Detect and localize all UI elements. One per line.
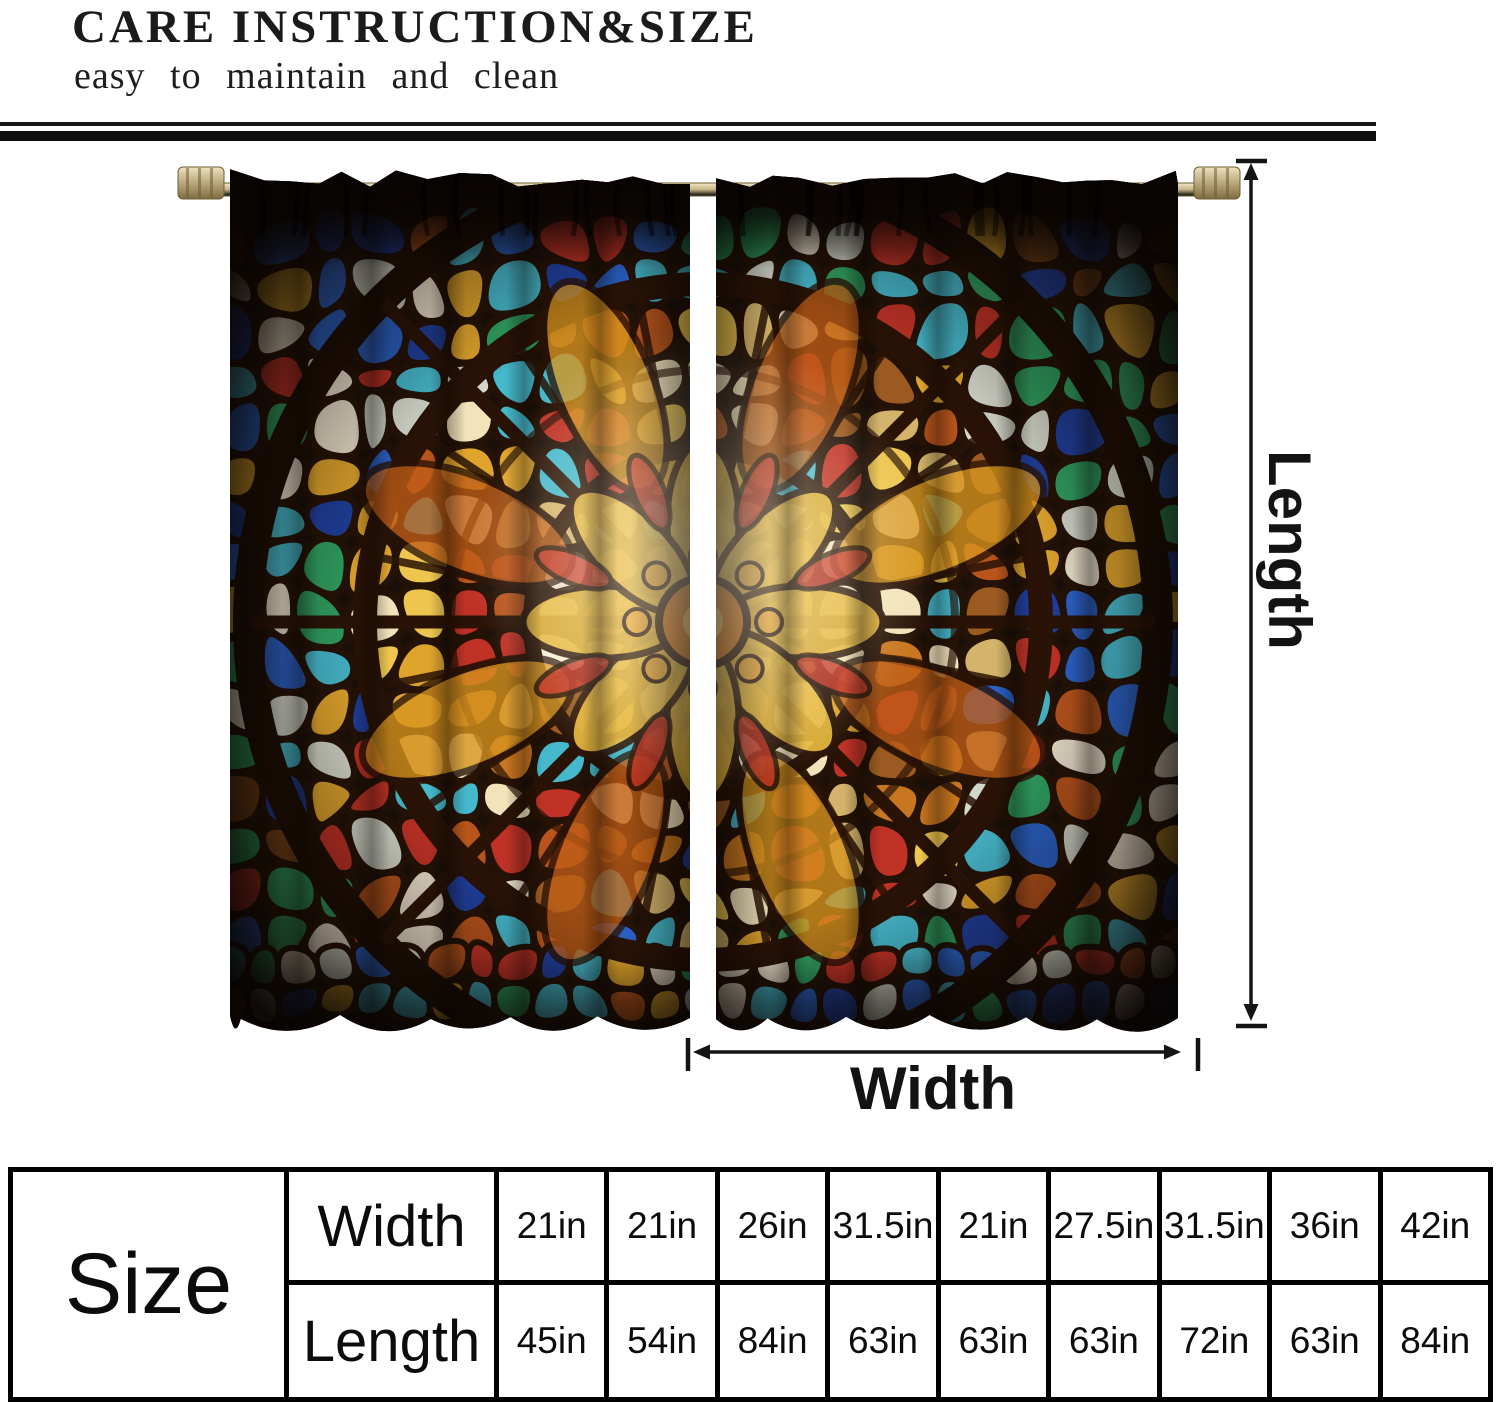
length-value-cell: 84in [714,1280,831,1402]
page-title: CARE INSTRUCTION&SIZE [72,1,758,53]
curtain-product-image [177,158,1267,1071]
width-value-cell: 26in [714,1167,831,1285]
length-row-header: Length [284,1280,499,1402]
length-value-cell: 63in [1267,1280,1383,1402]
length-value-cell: 72in [1156,1280,1273,1402]
length-dimension-arrow [1236,158,1267,1029]
width-value-cell: 31.5in [1156,1167,1273,1285]
length-value-cell: 63in [935,1280,1052,1402]
divider-thick [0,131,1376,141]
width-value-cell: 31.5in [825,1167,941,1285]
width-dimension-arrow [685,1038,1201,1071]
length-value-cell: 84in [1377,1280,1493,1402]
width-value-cell: 21in [493,1167,610,1285]
width-label: Width [849,1055,1017,1122]
length-value-cell: 63in [1046,1280,1162,1402]
width-value-cell: 42in [1377,1167,1493,1285]
width-value-cell: 36in [1267,1167,1383,1285]
size-corner-cell: Size [8,1167,289,1402]
size-table: Size Width 21in 21in 26in 31.5in 21in 27… [8,1167,1493,1402]
width-row-header: Width [284,1167,499,1285]
length-value-cell: 54in [604,1280,720,1402]
width-value-cell: 21in [604,1167,720,1285]
length-label: Length [1256,450,1323,650]
width-value-cell: 27.5in [1046,1167,1162,1285]
length-value-cell: 45in [493,1280,610,1402]
width-value-cell: 21in [935,1167,1052,1285]
divider-thin [0,122,1376,126]
length-value-cell: 63in [825,1280,941,1402]
page-subtitle: easy to maintain and clean [74,55,560,97]
curtain-panels [230,169,1178,1032]
